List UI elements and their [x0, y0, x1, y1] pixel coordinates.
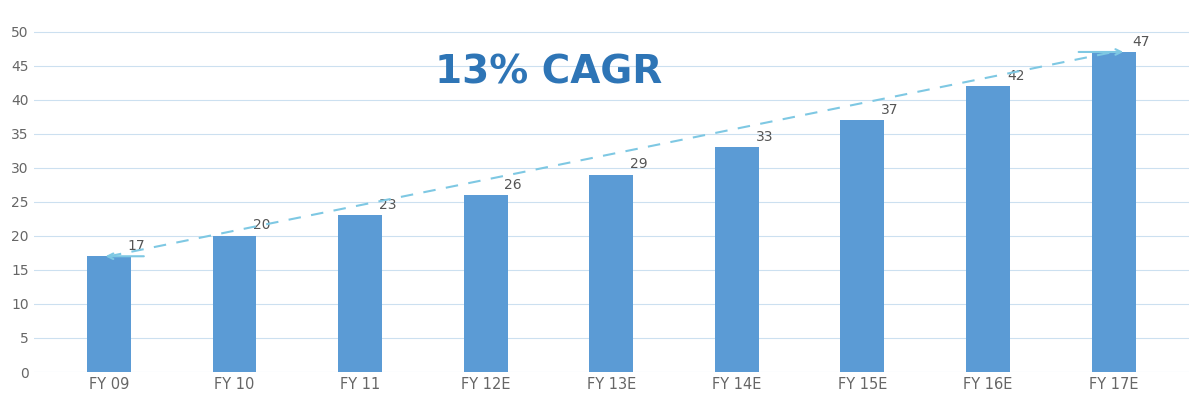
Bar [212, 236, 257, 372]
Text: 47: 47 [1133, 35, 1150, 49]
Text: 29: 29 [630, 157, 648, 171]
Text: 17: 17 [127, 239, 145, 253]
Bar [966, 86, 1010, 372]
Text: 26: 26 [504, 178, 522, 191]
Bar [589, 174, 634, 372]
Text: 23: 23 [379, 198, 396, 212]
Text: 42: 42 [1007, 69, 1025, 83]
Bar [1092, 52, 1135, 372]
Text: 37: 37 [881, 103, 899, 116]
Bar [86, 256, 131, 372]
Bar [840, 120, 884, 372]
Bar [338, 216, 382, 372]
Bar [463, 195, 508, 372]
Bar [715, 147, 758, 372]
Text: 33: 33 [756, 130, 773, 144]
Text: 20: 20 [253, 218, 271, 233]
Text: 13% CAGR: 13% CAGR [434, 54, 662, 91]
